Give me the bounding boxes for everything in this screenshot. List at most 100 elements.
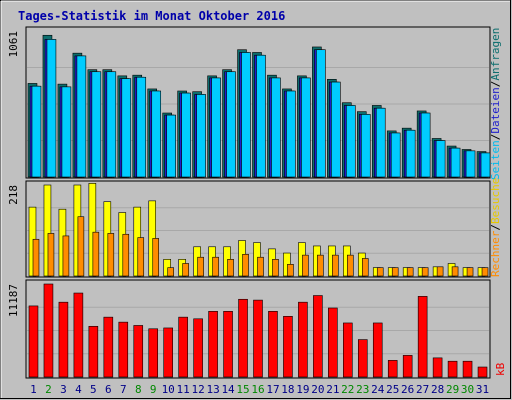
bar-kb-day-13 [208, 311, 218, 378]
x-tick-label-day-19: 19 [296, 383, 309, 396]
bar-kb-day-23 [357, 339, 368, 378]
x-tick-label-day-1: 1 [30, 383, 37, 396]
bar-seiten-day-2 [46, 39, 57, 178]
x-tick-label-day-22: 22 [341, 383, 354, 396]
bar-kb-day-3 [58, 301, 69, 378]
bar-rechner-day-8 [137, 237, 145, 277]
bar-rechner-day-25 [391, 267, 399, 277]
x-tick-label-day-8: 8 [135, 383, 142, 396]
bar-kb-day-27 [417, 296, 428, 378]
bar-kb-day-20 [313, 295, 323, 378]
bar-seiten-day-24 [375, 107, 386, 178]
x-tick-label-day-10: 10 [162, 383, 175, 396]
bar-rechner-day-23 [361, 258, 369, 277]
bar-kb-day-10 [163, 327, 173, 378]
bar-seiten-day-28 [435, 140, 446, 178]
bar-rechner-day-19 [302, 254, 309, 277]
bar-kb-day-19 [298, 301, 308, 378]
x-tick-label-day-16: 16 [251, 383, 264, 396]
bar-seiten-day-7 [121, 78, 132, 178]
bar-kb-day-25 [387, 360, 398, 378]
x-tick-label-day-17: 17 [266, 383, 279, 396]
bar-kb-day-4 [73, 292, 84, 378]
legend-entry-0: Seiten [489, 140, 502, 180]
bar-rechner-day-9 [152, 238, 160, 277]
legend-entry-0: kB [494, 362, 507, 376]
x-tick-label-day-12: 12 [192, 383, 205, 396]
x-tick-label-day-18: 18 [281, 383, 294, 396]
bar-rechner-day-18 [287, 264, 294, 277]
bar-seiten-day-31 [480, 152, 491, 178]
bar-rechner-day-31 [481, 267, 489, 277]
bar-kb-day-15 [238, 298, 248, 378]
bar-kb-day-11 [178, 316, 188, 378]
x-tick-label-day-15: 15 [236, 383, 249, 396]
bar-kb-day-17 [268, 311, 278, 378]
bar-rechner-day-13 [212, 256, 219, 277]
bar-rechner-day-12 [197, 256, 204, 277]
bar-seiten-day-27 [420, 112, 431, 178]
bar-kb-day-16 [253, 299, 263, 378]
x-tick-label-day-13: 13 [206, 383, 219, 396]
bar-seiten-day-4 [76, 55, 87, 178]
bar-rechner-day-3 [62, 235, 70, 277]
x-tick-label-day-14: 14 [221, 383, 235, 396]
x-tick-label-day-30: 30 [461, 383, 474, 396]
bar-kb-day-5 [88, 325, 99, 378]
x-tick-label-day-21: 21 [326, 383, 339, 396]
bar-seiten-day-20 [316, 49, 326, 178]
x-tick-label-day-5: 5 [90, 383, 97, 396]
bar-seiten-day-22 [346, 105, 356, 178]
bar-seiten-day-19 [301, 77, 311, 178]
legend-entry-4: Anfragen [489, 28, 502, 81]
bar-kb-day-9 [148, 328, 159, 378]
bar-kb-day-6 [103, 316, 114, 378]
bar-kb-day-29 [447, 360, 458, 378]
x-tick-label-day-29: 29 [446, 383, 459, 396]
bar-rechner-day-21 [332, 254, 339, 277]
bar-seiten-day-3 [61, 86, 72, 178]
legend-lower: kB [494, 362, 507, 376]
bar-rechner-day-10 [167, 267, 174, 277]
chart-panels: 1061 218 11187 [7, 26, 491, 379]
bar-seiten-day-16 [256, 54, 266, 178]
bar-rechner-day-22 [347, 254, 354, 277]
bar-seiten-day-9 [151, 90, 162, 178]
x-tick-label-day-20: 20 [311, 383, 324, 396]
bar-seiten-day-26 [405, 129, 416, 178]
x-tick-label-day-4: 4 [75, 383, 82, 396]
bar-rechner-day-16 [257, 256, 264, 277]
bar-kb-day-14 [223, 311, 233, 378]
bar-kb-day-18 [283, 316, 293, 378]
bar-besuche-day-5 [88, 183, 97, 277]
legend-entry-2: Besuche [489, 178, 502, 224]
legend-entry-1: / [489, 134, 502, 141]
bar-seiten-day-5 [91, 71, 102, 178]
x-tick-label-day-3: 3 [60, 383, 67, 396]
bar-rechner-day-27 [421, 267, 429, 277]
legend-entry-0: Rechner [489, 230, 502, 277]
x-tick-label-day-28: 28 [431, 383, 444, 396]
bar-rechner-day-17 [272, 259, 279, 277]
y-max-label-bottom: 11187 [7, 284, 20, 317]
bar-besuche-day-2 [43, 184, 52, 277]
bar-kb-day-2 [43, 283, 54, 378]
bar-kb-day-1 [28, 305, 39, 378]
bar-rechner-day-30 [466, 267, 474, 277]
bar-kb-day-26 [402, 355, 413, 378]
bar-rechner-day-14 [227, 259, 234, 277]
y-max-label-top: 1061 [7, 31, 20, 58]
x-axis-day-labels: 1 2 3 4 5 6 7 8 9 10 11 12 13 14 15 16 17 18 19 20 21 22 23 24 2… [30, 383, 489, 396]
legend-entry-3: / [489, 81, 502, 88]
x-tick-label-day-23: 23 [356, 383, 369, 396]
bar-kb-day-7 [118, 321, 129, 378]
bar-seiten-day-21 [331, 81, 341, 178]
x-tick-label-day-31: 31 [476, 383, 489, 396]
bar-seiten-day-18 [286, 90, 296, 178]
bar-seiten-day-23 [360, 114, 371, 178]
chart-title: Tages-Statistik im Monat Oktober 2016 [18, 9, 285, 23]
bar-seiten-day-30 [465, 150, 476, 178]
bar-seiten-day-6 [106, 71, 117, 178]
bar-rechner-day-5 [92, 231, 100, 277]
